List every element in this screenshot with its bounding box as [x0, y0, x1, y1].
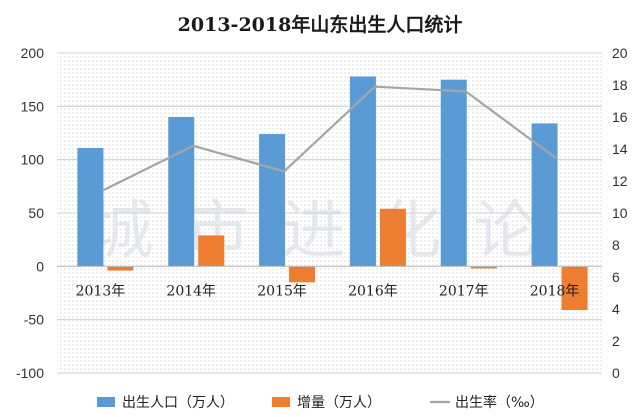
watermark-text: 城市进化论: [90, 194, 570, 268]
right-tick-label: 8: [612, 237, 620, 253]
bar-increment: [107, 266, 134, 271]
line-birth-rate: [101, 85, 558, 192]
left-tick-label: 150: [21, 98, 45, 114]
legend-swatch-increment: [272, 397, 290, 407]
category-label: 2018年: [530, 283, 580, 299]
right-tick-label: 12: [612, 173, 628, 189]
right-tick-label: 4: [612, 301, 620, 317]
bar-increment: [198, 235, 225, 267]
line-layer: [101, 85, 558, 192]
category-label: 2015年: [257, 283, 307, 299]
bar-births: [259, 134, 286, 267]
right-tick-label: 18: [612, 77, 628, 93]
bar-births: [168, 117, 195, 267]
left-tick-label: 50: [28, 205, 44, 221]
category-label: 2017年: [439, 283, 489, 299]
left-tick-label: 0: [36, 258, 44, 274]
bar-births: [531, 123, 558, 267]
bar-layer: [57, 76, 602, 311]
bar-births: [77, 147, 104, 267]
legend-swatch-births: [97, 397, 115, 407]
gridlines: [57, 52, 602, 374]
right-tick-label: 10: [612, 205, 628, 221]
legend-label: 增量（万人）: [297, 395, 381, 411]
bar-increment: [470, 266, 497, 269]
category-labels: 2013年 2014年 2015年 2016年 2017年 2018年: [76, 283, 580, 299]
bar-increment: [379, 208, 406, 267]
bar-births: [349, 76, 376, 267]
right-tick-label: 16: [612, 109, 628, 125]
left-tick-label: -50: [24, 312, 44, 328]
chart-title: 2013-2018年山东出生人口统计: [178, 13, 463, 36]
right-tick-label: 14: [612, 141, 628, 157]
right-tick-label: 20: [612, 45, 628, 61]
legend-label: 出生率（‰）: [455, 394, 544, 411]
bar-births: [440, 79, 467, 267]
legend: 出生人口（万人） 增量（万人） 出生率（‰）: [97, 394, 544, 411]
bar-increment: [561, 266, 588, 311]
left-tick-label: 100: [21, 152, 45, 168]
left-tick-label: 200: [21, 45, 45, 61]
right-tick-label: 2: [612, 333, 620, 349]
left-tick-label: -100: [16, 365, 44, 381]
category-label: 2016年: [348, 283, 398, 299]
category-label: 2013年: [76, 283, 126, 299]
right-tick-label: 0: [612, 365, 620, 381]
left-axis-ticks: 200 150 100 50 0 -50 -100: [16, 45, 44, 381]
legend-label: 出生人口（万人）: [122, 395, 234, 411]
bar-increment: [289, 266, 316, 283]
category-label: 2014年: [166, 283, 216, 299]
right-tick-label: 6: [612, 269, 620, 285]
